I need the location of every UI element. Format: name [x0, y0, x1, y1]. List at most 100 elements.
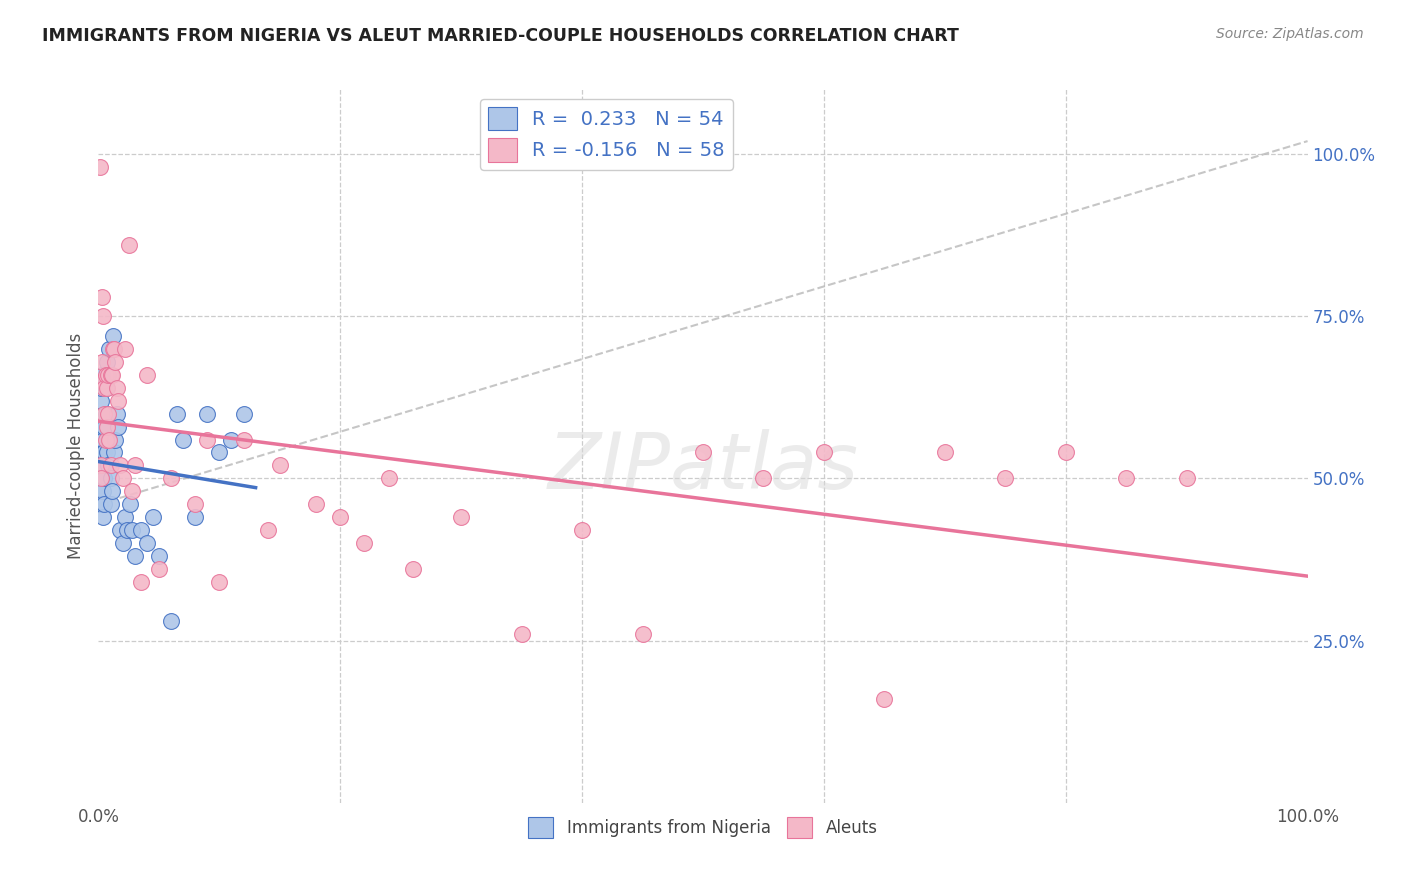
Point — [117, 524, 139, 538]
Point — [752, 471, 775, 485]
Point — [353, 536, 375, 550]
Point — [94, 433, 117, 447]
Point — [142, 510, 165, 524]
Point — [124, 549, 146, 564]
Point — [97, 458, 120, 473]
Point — [118, 238, 141, 252]
Point — [232, 433, 254, 447]
Point — [93, 419, 115, 434]
Point — [184, 497, 207, 511]
Point — [96, 445, 118, 459]
Point — [93, 471, 115, 485]
Point — [105, 381, 128, 395]
Point — [377, 471, 399, 485]
Point — [129, 575, 152, 590]
Point — [129, 524, 152, 538]
Point — [91, 484, 114, 499]
Point — [118, 497, 141, 511]
Point — [90, 471, 112, 485]
Point — [100, 471, 122, 485]
Point — [89, 160, 111, 174]
Point — [100, 484, 122, 499]
Point — [148, 562, 170, 576]
Point — [692, 445, 714, 459]
Point — [121, 484, 143, 499]
Point — [91, 368, 114, 382]
Point — [89, 497, 111, 511]
Point — [100, 368, 122, 382]
Point — [98, 433, 121, 447]
Point — [93, 497, 115, 511]
Point — [402, 562, 425, 576]
Point — [87, 471, 110, 485]
Point — [184, 510, 207, 524]
Point — [108, 458, 131, 473]
Point — [91, 510, 114, 524]
Point — [510, 627, 533, 641]
Point — [148, 549, 170, 564]
Point — [90, 458, 112, 473]
Point — [90, 419, 112, 434]
Point — [1115, 471, 1137, 485]
Point — [103, 342, 125, 356]
Point — [91, 433, 114, 447]
Point — [329, 510, 352, 524]
Point — [90, 471, 112, 485]
Point — [994, 471, 1017, 485]
Point — [135, 536, 157, 550]
Point — [208, 445, 231, 459]
Point — [631, 627, 654, 641]
Point — [96, 354, 118, 368]
Point — [269, 458, 291, 473]
Point — [90, 393, 112, 408]
Point — [195, 433, 218, 447]
Point — [934, 445, 956, 459]
Point — [91, 310, 114, 324]
Text: IMMIGRANTS FROM NIGERIA VS ALEUT MARRIED-COUPLE HOUSEHOLDS CORRELATION CHART: IMMIGRANTS FROM NIGERIA VS ALEUT MARRIED… — [42, 27, 959, 45]
Point — [873, 692, 896, 706]
Point — [1175, 471, 1198, 485]
Point — [91, 290, 114, 304]
Point — [813, 445, 835, 459]
Point — [89, 484, 111, 499]
Text: Source: ZipAtlas.com: Source: ZipAtlas.com — [1216, 27, 1364, 41]
Point — [100, 497, 122, 511]
Point — [100, 368, 122, 382]
Point — [108, 524, 131, 538]
Point — [94, 381, 117, 395]
Point — [97, 433, 120, 447]
Point — [195, 407, 218, 421]
Point — [1054, 445, 1077, 459]
Point — [160, 614, 183, 628]
Point — [172, 433, 194, 447]
Point — [221, 433, 243, 447]
Point — [160, 471, 183, 485]
Point — [107, 393, 129, 408]
Point — [96, 419, 118, 434]
Point — [101, 328, 124, 343]
Point — [107, 419, 129, 434]
Point — [94, 368, 117, 382]
Point — [96, 381, 118, 395]
Point — [103, 445, 125, 459]
Point — [104, 433, 127, 447]
Point — [93, 381, 115, 395]
Point — [232, 407, 254, 421]
Point — [105, 407, 128, 421]
Point — [121, 524, 143, 538]
Point — [91, 471, 114, 485]
Point — [91, 445, 114, 459]
Point — [101, 342, 124, 356]
Text: ZIPatlas: ZIPatlas — [547, 429, 859, 506]
Point — [135, 368, 157, 382]
Point — [89, 471, 111, 485]
Point — [90, 381, 112, 395]
Point — [91, 354, 114, 368]
Legend: Immigrants from Nigeria, Aleuts: Immigrants from Nigeria, Aleuts — [522, 811, 884, 845]
Point — [571, 524, 593, 538]
Point — [256, 524, 278, 538]
Point — [93, 407, 115, 421]
Point — [97, 368, 120, 382]
Point — [89, 458, 111, 473]
Y-axis label: Married-couple Households: Married-couple Households — [66, 333, 84, 559]
